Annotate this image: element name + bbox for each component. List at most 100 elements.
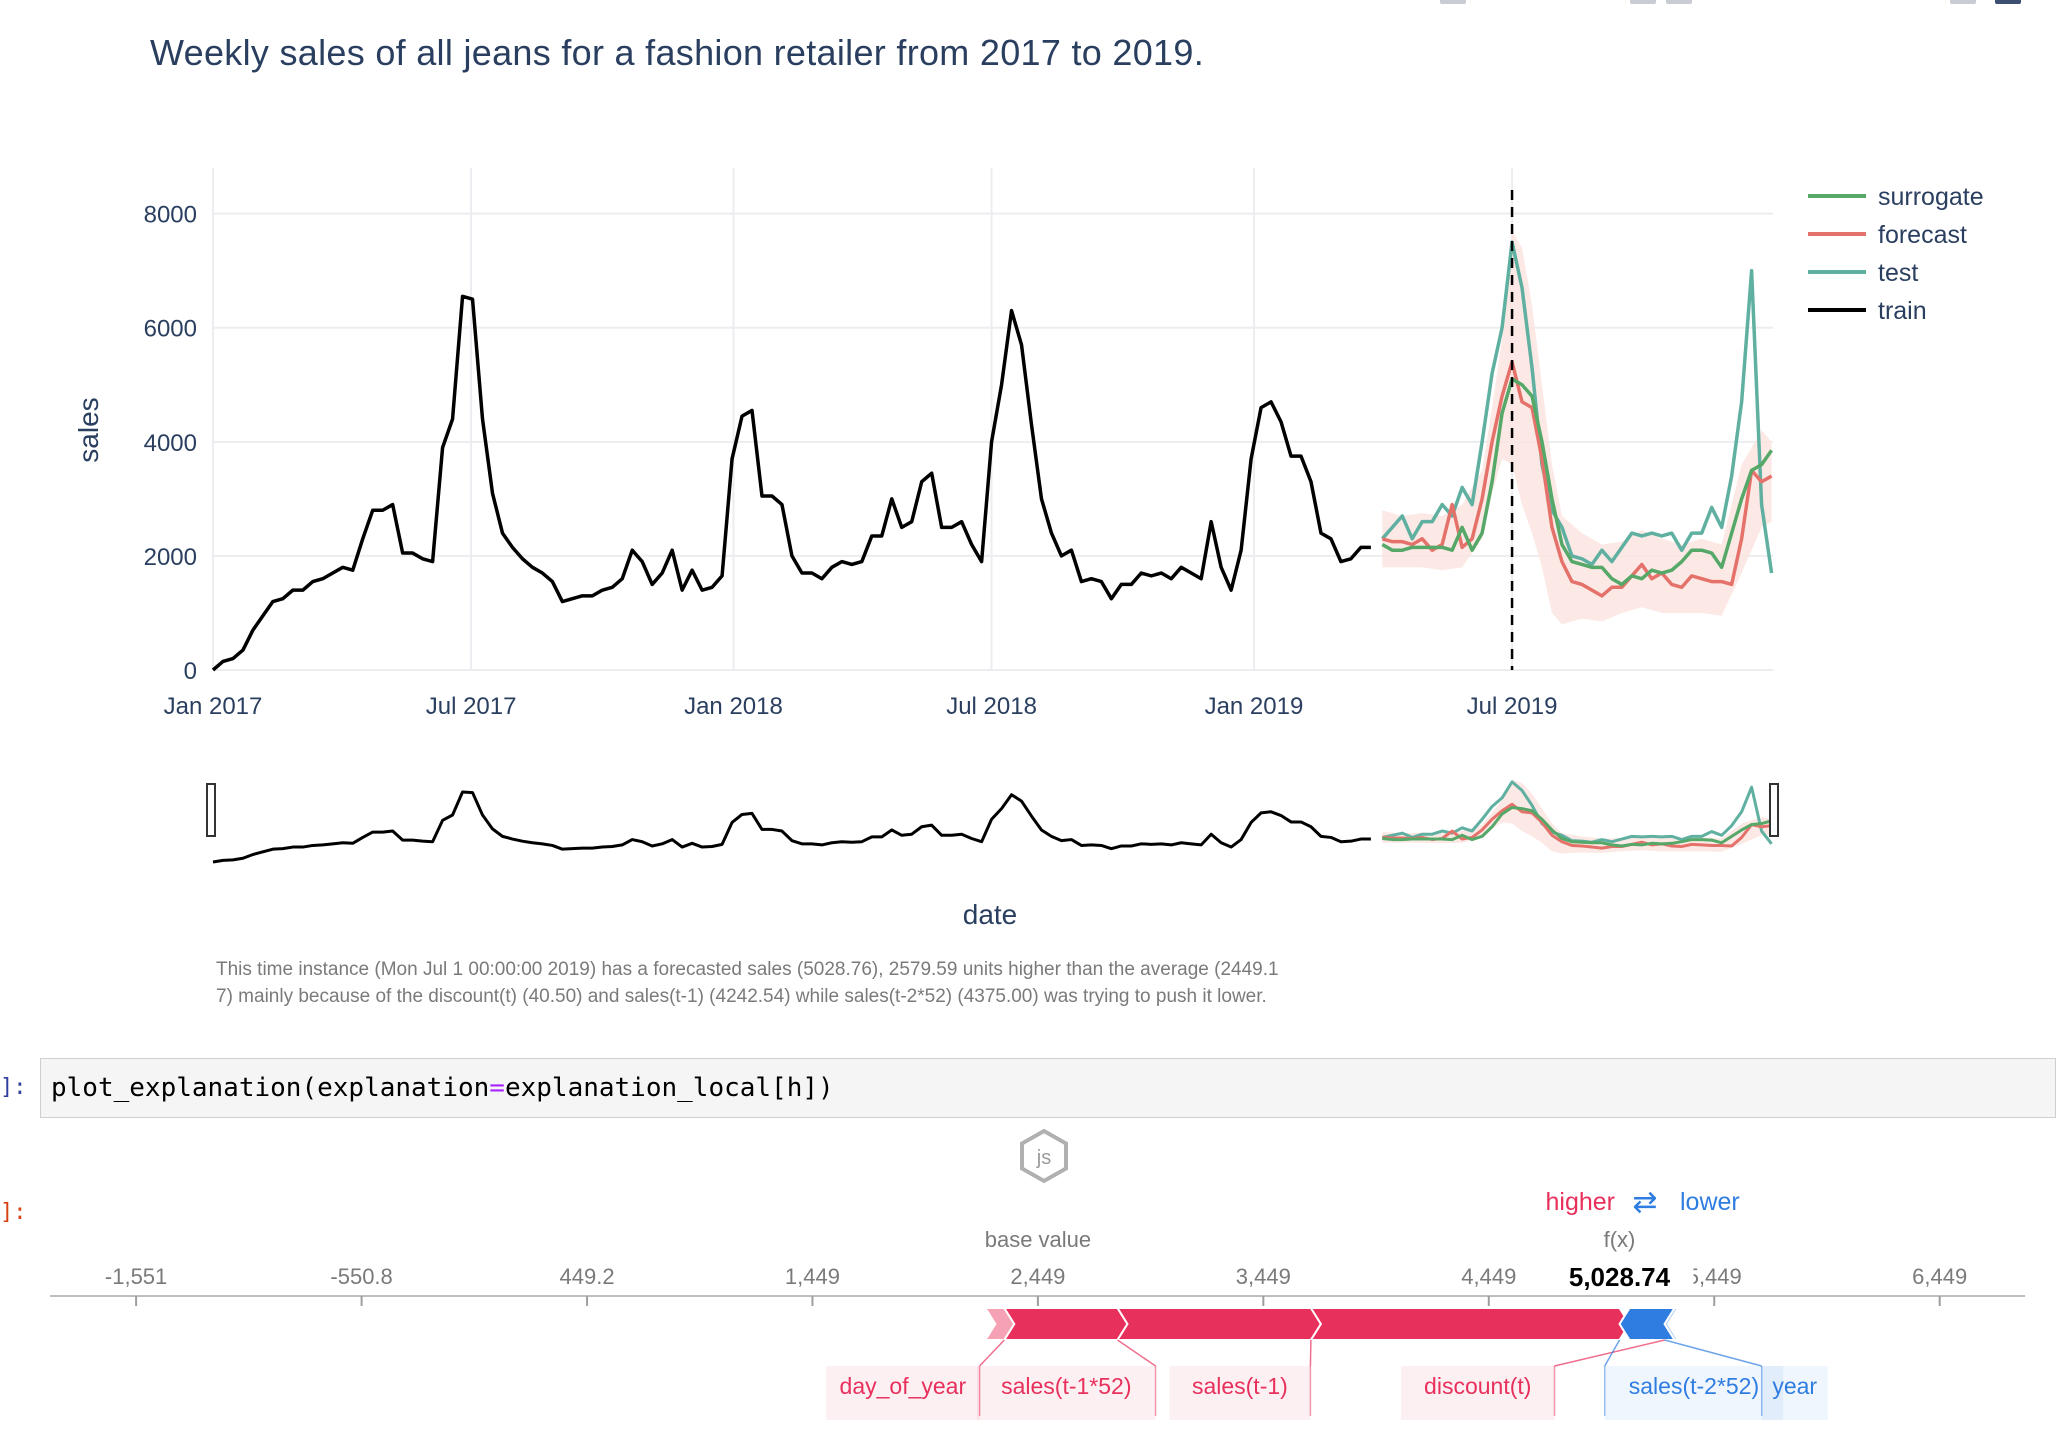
- zoom-out-icon[interactable]: [1666, 0, 1692, 4]
- legend-item-train[interactable]: train: [1808, 297, 1927, 325]
- feature-label: discount(t): [1424, 1373, 1531, 1399]
- code-operator: =: [489, 1073, 505, 1103]
- force-tick-label: 2,449: [1010, 1264, 1065, 1289]
- force-tick-label: -550.8: [330, 1264, 392, 1289]
- x-tick-label: Jul 2018: [946, 693, 1037, 720]
- y-axis-title: sales: [73, 397, 104, 462]
- code-cell[interactable]: plot_explanation(explanation=explanation…: [40, 1058, 2056, 1118]
- legend-label: test: [1878, 259, 1918, 287]
- lower-label: lower: [1680, 1188, 1740, 1216]
- legend-item-forecast[interactable]: forecast: [1808, 221, 1967, 249]
- feature-label: day_of_year: [840, 1373, 967, 1399]
- feature-label-group-year: year: [1664, 1339, 1828, 1420]
- js-badge-label: js: [1036, 1147, 1051, 1169]
- x-tick-label: Jan 2019: [1205, 693, 1304, 720]
- series-line-surrogate[interactable]: [1381, 377, 1774, 587]
- series-lines: [211, 240, 1774, 672]
- legend[interactable]: surrogate forecast test train: [1808, 183, 1984, 325]
- explanation-line-1: This time instance (Mon Jul 1 00:00:00 2…: [216, 959, 1279, 980]
- arrows-icon: ⇄: [1632, 1186, 1657, 1219]
- chart-title: Weekly sales of all jeans for a fashion …: [150, 32, 1204, 73]
- feature-label-bg: [1604, 1366, 1784, 1420]
- axis-labels: 0 2000 4000 6000 8000 Jan 2017 Jul 2017 Jan 201…: [144, 202, 1558, 720]
- base-value-label: base value: [985, 1227, 1091, 1252]
- feature-label-bg: [1169, 1366, 1311, 1420]
- legend-item-surrogate[interactable]: surrogate: [1808, 183, 1984, 211]
- feature-connector: [979, 1339, 1005, 1367]
- force-tick-label: 3,449: [1236, 1264, 1291, 1289]
- force-tick-label: -1,551: [105, 1264, 167, 1289]
- higher-label: higher: [1546, 1188, 1616, 1216]
- series-line-train[interactable]: [211, 294, 1371, 672]
- series-line-test[interactable]: [1380, 240, 1774, 574]
- force-bar-sales(t-1)[interactable]: [1115, 1307, 1323, 1341]
- sales-line-chart[interactable]: 0 2000 4000 6000 8000 Jan 2017 Jul 2017 Jan 201…: [0, 0, 2066, 940]
- legend-label: surrogate: [1878, 183, 1984, 211]
- x-tick-label: Jan 2017: [164, 693, 263, 720]
- force-axis: -1,551 -550.8 449.2 1,449 2,449 3,449 4,449 5,4…: [50, 1227, 2025, 1306]
- range-slider[interactable]: [206, 779, 1779, 864]
- feature-connector: [1554, 1339, 1665, 1367]
- explanation-line-2: 7) mainly because of the discount(t) (40…: [216, 986, 1267, 1007]
- feature-label-bg: [826, 1366, 980, 1420]
- force-tick-label: 4,449: [1461, 1264, 1516, 1289]
- autoscale-icon[interactable]: [1950, 0, 1976, 4]
- slider-line-surrogate: [1382, 806, 1772, 848]
- feature-label-group-day_of_year: day_of_year: [826, 1339, 1005, 1420]
- y-tick-label: 4000: [144, 430, 197, 457]
- feature-label-bg: [1400, 1366, 1555, 1420]
- feature-label: year: [1772, 1373, 1817, 1399]
- code-argument: explanation_local[h]): [504, 1073, 834, 1103]
- code-function: plot_explanation(explanation: [51, 1073, 490, 1103]
- x-axis-title: date: [963, 899, 1018, 930]
- output-value-bg: [1545, 1264, 1694, 1292]
- force-tick-label: 1,449: [785, 1264, 840, 1289]
- js-badge-icon: js: [1020, 1128, 1068, 1184]
- feature-label-group-sales(t-2*52): sales(t-2*52): [1603, 1339, 1784, 1420]
- shap-force-plot[interactable]: higher ⇄ lower -1,551 -550.8 449.2 1,449 2,4…: [0, 1180, 2066, 1420]
- slider-line-forecast: [1382, 802, 1772, 850]
- x-tick-label: Jan 2018: [684, 693, 783, 720]
- feature-labels: day_of_year sales(t-1*52) sales(t-1) discou…: [826, 1339, 1828, 1420]
- force-bars: [983, 1307, 1680, 1341]
- fx-label: f(x): [1604, 1227, 1636, 1252]
- feature-label-group-discount(t): discount(t): [1400, 1339, 1665, 1420]
- feature-label-bg: [977, 1366, 1156, 1420]
- feature-connector: [1309, 1339, 1312, 1367]
- output-value: 5,028.74: [1569, 1262, 1671, 1292]
- feature-connector: [1117, 1339, 1156, 1367]
- feature-label: sales(t-1): [1192, 1373, 1288, 1399]
- feature-label-group-sales(t-1*52): sales(t-1*52): [977, 1339, 1157, 1420]
- x-tick-label: Jul 2019: [1467, 693, 1558, 720]
- legend-item-test[interactable]: test: [1808, 259, 1918, 287]
- x-tick-label: Jul 2017: [426, 693, 517, 720]
- series-line-forecast[interactable]: [1381, 360, 1773, 598]
- input-prompt: ]:: [0, 1075, 27, 1100]
- zoom-in-icon[interactable]: [1630, 0, 1656, 4]
- code-text[interactable]: plot_explanation(explanation=explanation…: [51, 1073, 834, 1103]
- y-tick-label: 6000: [144, 316, 197, 343]
- y-tick-label: 0: [184, 658, 197, 685]
- force-tick-label: 6,449: [1912, 1264, 1967, 1289]
- feature-connector: [1664, 1339, 1762, 1367]
- force-bar-discount(t)[interactable]: [1309, 1307, 1631, 1341]
- y-tick-label: 8000: [144, 202, 197, 229]
- feature-label-group-sales(t-1): sales(t-1): [1169, 1339, 1312, 1420]
- force-plot-header: higher ⇄ lower: [1546, 1186, 1740, 1219]
- plotly-logo-icon[interactable]: [1995, 0, 2021, 4]
- force-tick-label: 449.2: [560, 1264, 615, 1289]
- feature-label-bg: [1761, 1366, 1828, 1420]
- range-slider-right-handle[interactable]: [1769, 783, 1779, 837]
- feature-label: sales(t-1*52): [1001, 1373, 1131, 1399]
- legend-label: forecast: [1878, 221, 1967, 249]
- force-bar-year[interactable]: [1663, 1307, 1680, 1341]
- y-tick-label: 2000: [144, 544, 197, 571]
- plotly-modebar[interactable]: [1440, 0, 2060, 8]
- camera-icon[interactable]: [1440, 0, 1466, 4]
- feature-label: sales(t-2*52): [1629, 1373, 1759, 1399]
- force-bar-sales(t-1*52)[interactable]: [1002, 1307, 1129, 1341]
- slider-line-train: [212, 790, 1371, 864]
- feature-connector: [1604, 1339, 1621, 1367]
- forecast-interval-band: [1382, 230, 1772, 625]
- range-slider-left-handle[interactable]: [206, 783, 216, 837]
